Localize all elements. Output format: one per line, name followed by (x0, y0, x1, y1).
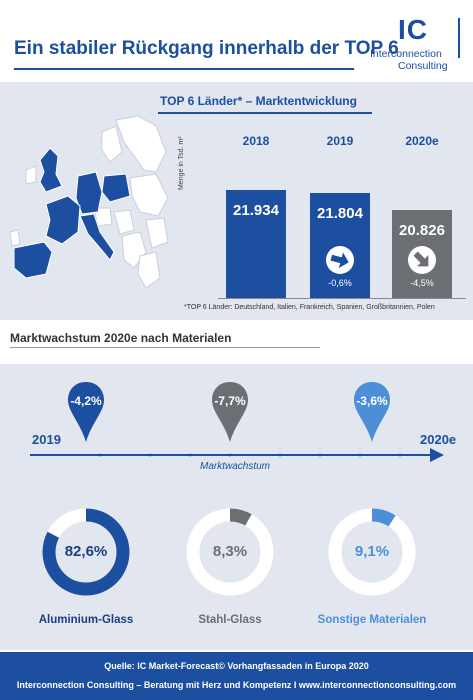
year-label-2018: 2018 (242, 134, 270, 148)
countries-footnote: *TOP 6 Länder: Deutschland, Italien, Fra… (184, 304, 435, 311)
map-pin-icon (212, 382, 248, 442)
bar-change-label: -4,5% (410, 277, 434, 288)
donut-share-label: 9,1% (354, 543, 390, 560)
growth-value: -7,7% (214, 394, 246, 408)
timeline-line (30, 454, 440, 456)
bar-value-label: 20.826 (399, 222, 445, 240)
arrow-right-down-icon (326, 245, 354, 274)
title-underline (14, 68, 354, 70)
footer: Quelle: IC Market-Forecast© Vorhangfassa… (0, 652, 473, 700)
growth-pin-2: -3,6% (352, 380, 392, 444)
bar-change-label: -0,6% (328, 277, 352, 288)
growth-pin-1: -7,7% (210, 380, 250, 444)
year-label-2020e: 2020e (405, 134, 439, 148)
poland-shape (101, 173, 131, 203)
donut-2: 9,1% (327, 507, 417, 597)
timeline-caption: Marktwachstum (200, 461, 271, 472)
materials-heading-underline (10, 347, 320, 348)
year-label-2019: 2019 (326, 134, 354, 148)
arrow-down-right-icon (408, 245, 436, 274)
bar-2020e: 20.826 -4,5% (392, 210, 452, 298)
logo-mark: IC (398, 14, 428, 45)
donut-1: 8,3% (185, 507, 275, 597)
material-label: Aluminium-Glass (38, 614, 134, 626)
timeline-end-year: 2020e (420, 432, 457, 447)
page-title: Ein stabiler Rückgang innerhalb der TOP … (14, 38, 399, 59)
header: Ein stabiler Rückgang innerhalb der TOP … (0, 0, 473, 78)
europe-map-icon (9, 115, 169, 289)
growth-value: -3,6% (356, 394, 388, 408)
market-heading: TOP 6 Länder* – Marktentwicklung (160, 94, 357, 108)
logo-name-line2: Consulting (398, 60, 448, 72)
company-logo: IC Interconnection Consulting (370, 14, 462, 72)
source-note: Quelle: IC Market-Forecast© Vorhangfassa… (104, 661, 369, 671)
logo-name-line1: Interconnection (370, 48, 442, 60)
spain-shape (13, 241, 53, 279)
map-pin-icon (354, 382, 390, 442)
donut-share-label: 8,3% (212, 543, 248, 560)
logo-divider (458, 18, 460, 58)
ireland-shape (25, 165, 37, 185)
bar-2018: 21.934 (226, 190, 286, 298)
materials-heading: Marktwachstum 2020e nach Materialen (10, 331, 232, 345)
timeline-arrow-icon (430, 448, 444, 462)
bar-2019: 21.804 -0,6% (310, 192, 370, 298)
bar-value-label: 21.804 (317, 204, 363, 222)
market-heading-underline (158, 112, 372, 114)
footer-tagline: Interconnection Consulting – Beratung mi… (16, 680, 457, 690)
italy-shape (79, 213, 115, 261)
bar-value-label: 21.934 (233, 202, 279, 220)
growth-pin-0: -4,2% (66, 380, 106, 444)
donut-share-label: 82,6% (64, 543, 108, 560)
timeline-start-year: 2019 (32, 432, 61, 447)
bar-baseline (218, 298, 466, 299)
donut-0: 82,6% (41, 507, 131, 597)
growth-value: -4,2% (70, 394, 102, 408)
timeline-dots (98, 453, 402, 457)
material-label: Stahl-Glass (198, 614, 262, 626)
uk-shape (39, 147, 63, 193)
y-axis-label: Menge in Tsd. m² (178, 136, 185, 190)
germany-shape (75, 171, 103, 215)
material-label: Sonstige Materialen (317, 614, 427, 626)
map-pin-icon (68, 382, 104, 442)
france-shape (45, 195, 81, 245)
